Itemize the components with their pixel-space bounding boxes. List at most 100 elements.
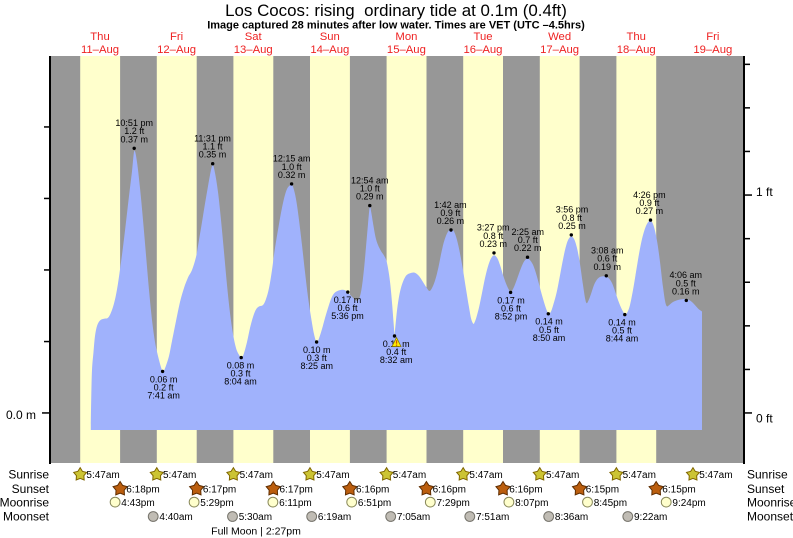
svg-text:9:22am: 9:22am <box>634 512 667 523</box>
svg-text:5:36 pm: 5:36 pm <box>331 311 364 321</box>
svg-text:1:42 am: 1:42 am <box>434 200 467 210</box>
svg-text:5:47am: 5:47am <box>623 470 656 481</box>
svg-text:Sunset: Sunset <box>12 482 50 496</box>
svg-text:8:25 am: 8:25 am <box>301 361 334 371</box>
svg-text:Thu: Thu <box>90 31 109 43</box>
svg-text:11:31 pm: 11:31 pm <box>194 134 231 144</box>
svg-text:14–Aug: 14–Aug <box>310 44 349 56</box>
svg-text:4:43pm: 4:43pm <box>121 498 154 509</box>
svg-text:5:47am: 5:47am <box>316 470 349 481</box>
svg-text:5:47am: 5:47am <box>699 470 732 481</box>
svg-text:5:47am: 5:47am <box>86 470 119 481</box>
svg-text:0.26 m: 0.26 m <box>437 216 465 226</box>
svg-text:Thu: Thu <box>626 31 645 43</box>
svg-text:3:08 am: 3:08 am <box>591 246 624 256</box>
svg-text:5:47am: 5:47am <box>393 470 426 481</box>
svg-text:6:15pm: 6:15pm <box>586 485 619 496</box>
svg-text:8:32 am: 8:32 am <box>380 355 413 365</box>
svg-text:0.08 m: 0.08 m <box>227 361 255 371</box>
svg-text:Fri: Fri <box>170 31 183 43</box>
svg-text:1.1 ft: 1.1 ft <box>202 142 223 152</box>
svg-text:1.2 ft: 1.2 ft <box>124 126 145 136</box>
svg-text:5:47am: 5:47am <box>469 470 502 481</box>
svg-text:0.17 m: 0.17 m <box>497 295 525 305</box>
svg-text:5:30am: 5:30am <box>239 512 272 523</box>
svg-text:5:47am: 5:47am <box>546 470 579 481</box>
svg-text:6:15pm: 6:15pm <box>662 485 695 496</box>
svg-text:5:47am: 5:47am <box>163 470 196 481</box>
svg-text:Moonset: Moonset <box>3 510 50 524</box>
svg-text:0.8 ft: 0.8 ft <box>483 231 504 241</box>
svg-text:Image captured 28 minutes afte: Image captured 28 minutes after low wate… <box>207 20 585 32</box>
svg-text:2:25 am: 2:25 am <box>512 227 545 237</box>
svg-text:Moonrise: Moonrise <box>0 495 49 509</box>
svg-text:19–Aug: 19–Aug <box>693 44 732 56</box>
svg-text:6:19am: 6:19am <box>318 512 351 523</box>
svg-text:6:16pm: 6:16pm <box>356 485 389 496</box>
svg-text:Full Moon | 2:27pm: Full Moon | 2:27pm <box>211 525 301 537</box>
svg-text:8:04 am: 8:04 am <box>224 377 257 387</box>
svg-text:6:18pm: 6:18pm <box>126 485 159 496</box>
svg-text:0.2 ft: 0.2 ft <box>154 382 175 392</box>
svg-text:9:24pm: 9:24pm <box>672 498 705 509</box>
svg-text:4:26 pm: 4:26 pm <box>633 190 666 200</box>
svg-text:0.5 ft: 0.5 ft <box>676 278 697 288</box>
svg-text:0.17 m: 0.17 m <box>334 295 362 305</box>
svg-text:Sun: Sun <box>320 31 340 43</box>
svg-text:Sunset: Sunset <box>747 482 785 496</box>
svg-text:5:29pm: 5:29pm <box>200 498 233 509</box>
svg-text:8:52 pm: 8:52 pm <box>495 312 528 322</box>
svg-text:1.0 ft: 1.0 ft <box>282 162 303 172</box>
svg-text:3:27 pm: 3:27 pm <box>477 223 510 233</box>
svg-text:0.3 ft: 0.3 ft <box>307 353 328 363</box>
svg-text:7:05am: 7:05am <box>397 512 430 523</box>
svg-text:8:36am: 8:36am <box>555 512 588 523</box>
svg-text:8:44 am: 8:44 am <box>606 334 639 344</box>
svg-text:0.22 m: 0.22 m <box>514 243 542 253</box>
svg-text:17–Aug: 17–Aug <box>540 44 579 56</box>
svg-text:15–Aug: 15–Aug <box>387 44 426 56</box>
svg-text:Fri: Fri <box>706 31 719 43</box>
svg-text:Los Cocos: rising ordinary ti: Los Cocos: rising ordinary tide at 0.1m … <box>225 1 567 20</box>
svg-text:0.5 ft: 0.5 ft <box>612 326 633 336</box>
svg-text:10:51 pm: 10:51 pm <box>115 118 153 128</box>
svg-text:0.9 ft: 0.9 ft <box>639 198 660 208</box>
svg-text:8:07pm: 8:07pm <box>515 498 548 509</box>
svg-text:0.14 m: 0.14 m <box>608 318 636 328</box>
svg-text:0.19 m: 0.19 m <box>594 262 622 272</box>
svg-text:6:51pm: 6:51pm <box>358 498 391 509</box>
svg-text:6:17pm: 6:17pm <box>280 485 313 496</box>
svg-text:6:16pm: 6:16pm <box>433 485 466 496</box>
svg-text:0.35 m: 0.35 m <box>199 150 227 160</box>
svg-text:11–Aug: 11–Aug <box>81 44 119 56</box>
svg-text:7:41 am: 7:41 am <box>147 391 180 401</box>
svg-text:0 ft: 0 ft <box>756 412 773 426</box>
svg-text:0.16 m: 0.16 m <box>672 286 700 296</box>
svg-text:0.9 ft: 0.9 ft <box>440 208 461 218</box>
svg-text:1 ft: 1 ft <box>756 185 773 199</box>
svg-text:Moonset: Moonset <box>747 510 793 524</box>
svg-text:0.6 ft: 0.6 ft <box>597 254 618 264</box>
svg-text:Sunrise: Sunrise <box>8 468 49 482</box>
svg-text:3:56 pm: 3:56 pm <box>556 205 589 215</box>
svg-text:6:17pm: 6:17pm <box>203 485 236 496</box>
svg-text:1.0 ft: 1.0 ft <box>360 184 381 194</box>
svg-text:0.14 m: 0.14 m <box>535 317 563 327</box>
svg-text:0.7 ft: 0.7 ft <box>518 235 539 245</box>
svg-text:0.37 m: 0.37 m <box>120 134 148 144</box>
svg-text:Sat: Sat <box>245 31 263 43</box>
svg-text:4:06 am: 4:06 am <box>670 270 703 280</box>
svg-text:7:51am: 7:51am <box>476 512 509 523</box>
svg-text:Moonrise: Moonrise <box>747 495 793 509</box>
svg-text:12–Aug: 12–Aug <box>157 44 196 56</box>
svg-text:12:15 am: 12:15 am <box>273 154 311 164</box>
svg-text:8:50 am: 8:50 am <box>533 333 566 343</box>
svg-text:Mon: Mon <box>395 31 417 43</box>
svg-text:0.25 m: 0.25 m <box>558 221 586 231</box>
svg-text:18–Aug: 18–Aug <box>617 44 656 56</box>
svg-text:0.0 m: 0.0 m <box>6 408 36 422</box>
svg-text:0.5 ft: 0.5 ft <box>539 325 560 335</box>
svg-text:Wed: Wed <box>548 31 571 43</box>
svg-text:0.8 ft: 0.8 ft <box>562 213 583 223</box>
svg-text:0.29 m: 0.29 m <box>356 192 384 202</box>
